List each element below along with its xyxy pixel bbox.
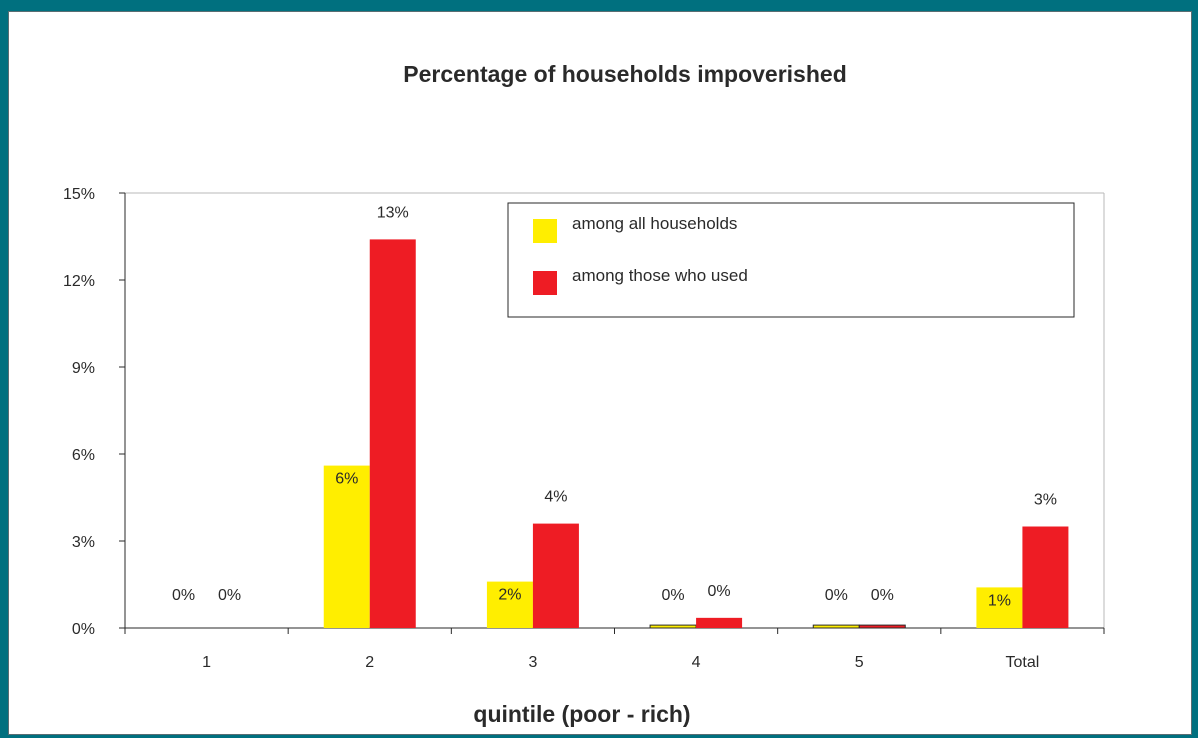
data-label-all-households: 6% [335,471,358,488]
legend: among all households among those who use… [507,202,1075,318]
data-label-those-who-used: 4% [544,489,567,506]
bar-all-households [323,465,370,628]
legend-label-all-households: among all households [572,214,737,233]
data-label-all-households: 0% [172,587,195,604]
x-axis-title: quintile (poor - rich) [473,701,690,727]
data-label-all-households: 0% [825,587,848,604]
bar-those-who-used [858,624,906,629]
y-tick-label: 0% [72,621,95,638]
bar-all-households [812,624,860,629]
legend-swatch-all-households [533,219,557,243]
legend-label-those-who-used: among those who used [572,266,748,285]
bar-those-who-used [1022,526,1069,628]
x-tick-label: 5 [855,654,864,671]
bar-all-households [486,581,533,628]
bar-those-who-used [369,239,416,628]
legend-swatch-those-who-used [533,271,557,295]
data-label-those-who-used: 13% [377,204,409,221]
bar-all-households [976,587,1023,628]
data-label-those-who-used: 0% [708,583,731,600]
x-tick-label: 1 [202,654,211,671]
legend-box [507,202,1075,318]
data-label-those-who-used: 0% [871,587,894,604]
axes: 0% 3% 6% 9% 12% 15% 1 2 3 4 5 Total [63,186,1105,671]
y-tick-label: 9% [72,360,95,377]
x-tick-label: Total [1006,654,1040,671]
x-tick-label: 2 [365,654,374,671]
data-label-those-who-used: 3% [1034,492,1057,509]
y-tick-label: 6% [72,447,95,464]
x-tick-label: 4 [692,654,701,671]
bar-all-households [649,624,697,629]
x-tick-label: 3 [528,654,537,671]
data-label-all-households: 2% [498,587,521,604]
bars [323,239,1069,629]
y-tick-label: 15% [63,186,95,203]
bar-those-who-used [696,617,743,628]
data-labels: 0% 6% 2% 0% 0% 1% 0% 13% 4% 0% 0% 3% [172,204,1057,609]
data-label-those-who-used: 0% [218,587,241,604]
data-label-all-households: 1% [988,592,1011,609]
bar-those-who-used [532,523,579,628]
y-tick-label: 12% [63,273,95,290]
data-label-all-households: 0% [662,587,685,604]
chart-title: Percentage of households impoverished [403,61,847,87]
y-tick-label: 3% [72,534,95,551]
